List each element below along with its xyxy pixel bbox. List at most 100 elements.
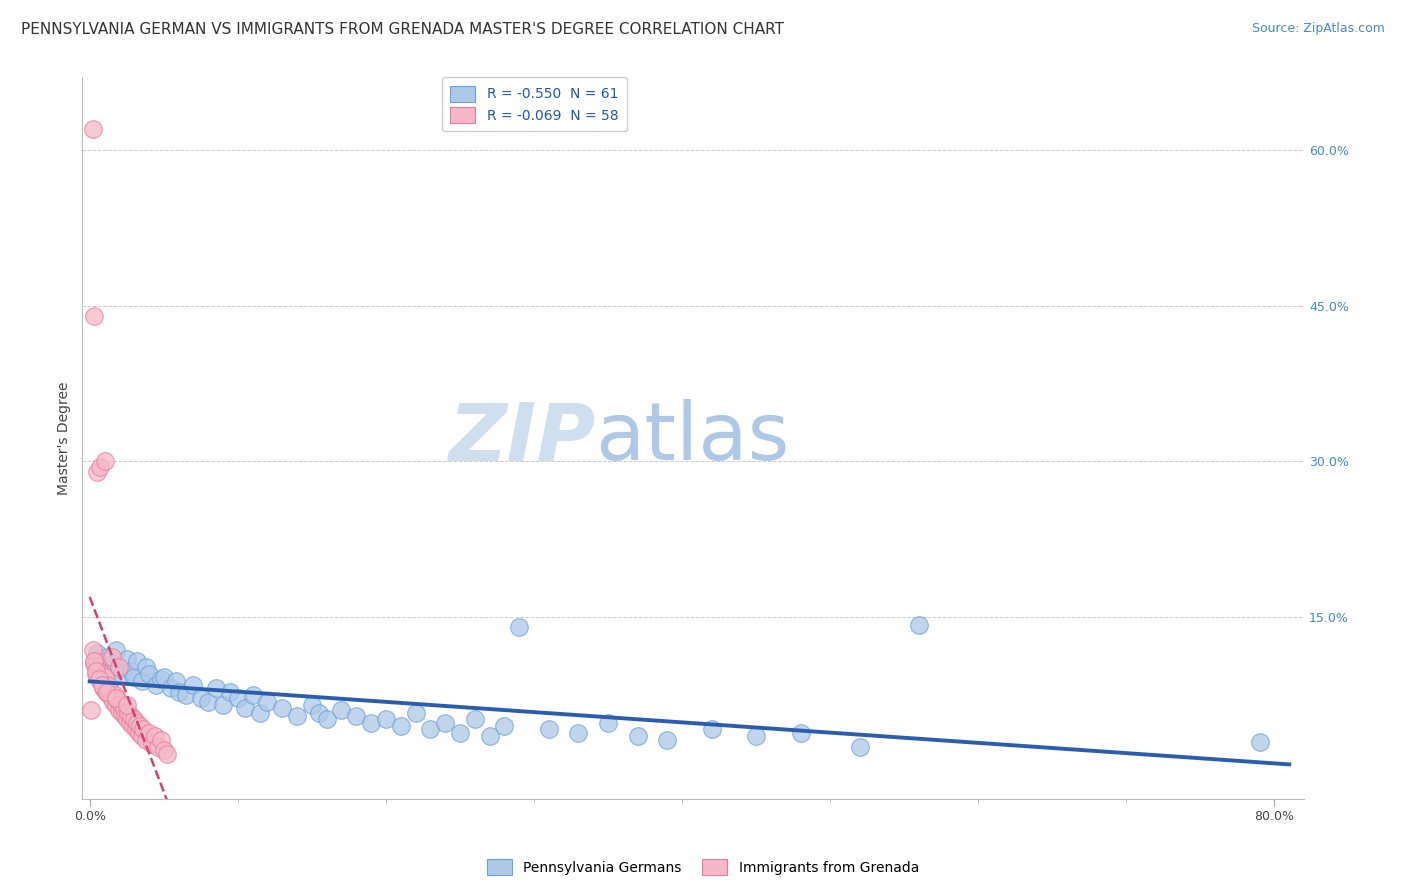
Point <box>132 722 155 736</box>
Text: atlas: atlas <box>596 399 790 477</box>
Text: PENNSYLVANIA GERMAN VS IMMIGRANTS FROM GRENADA MASTER'S DEGREE CORRELATION CHART: PENNSYLVANIA GERMAN VS IMMIGRANTS FROM G… <box>21 22 785 37</box>
Y-axis label: Master's Degree: Master's Degree <box>58 381 72 495</box>
Point <box>101 657 124 671</box>
Point <box>226 691 249 706</box>
Point <box>101 691 124 706</box>
Point <box>908 618 931 632</box>
Point <box>146 739 169 754</box>
Point <box>344 708 367 723</box>
Point <box>117 706 139 720</box>
Point <box>105 691 128 706</box>
Point <box>627 730 650 744</box>
Point <box>233 701 256 715</box>
Point <box>700 722 723 736</box>
Point <box>494 719 516 733</box>
Point <box>165 674 187 689</box>
Point <box>82 122 104 136</box>
Point <box>127 654 149 668</box>
Point <box>83 654 105 668</box>
Point <box>87 664 110 678</box>
Point <box>138 726 160 740</box>
Point <box>111 706 134 720</box>
Point <box>152 670 174 684</box>
Point <box>83 309 105 323</box>
Point <box>86 654 108 668</box>
Text: ZIP: ZIP <box>449 399 596 477</box>
Point <box>1249 734 1271 748</box>
Point <box>242 688 264 702</box>
Point <box>100 682 122 697</box>
Point <box>89 459 111 474</box>
Point <box>115 712 138 726</box>
Point <box>167 685 190 699</box>
Point <box>174 688 197 702</box>
Point <box>108 660 131 674</box>
Point <box>405 706 427 720</box>
Point <box>145 677 167 691</box>
Point <box>249 706 271 720</box>
Point <box>131 674 153 689</box>
Point <box>308 706 330 720</box>
Point <box>96 677 118 691</box>
Point <box>657 732 679 747</box>
Point <box>160 681 183 695</box>
Legend: Pennsylvania Germans, Immigrants from Grenada: Pennsylvania Germans, Immigrants from Gr… <box>481 854 925 880</box>
Point <box>89 674 111 689</box>
Point <box>83 657 105 671</box>
Point <box>90 667 112 681</box>
Point <box>115 651 138 665</box>
Point <box>419 722 441 736</box>
Point <box>256 695 278 709</box>
Point <box>537 722 560 736</box>
Point <box>129 719 152 733</box>
Point <box>301 698 323 713</box>
Point <box>118 715 141 730</box>
Point <box>374 712 396 726</box>
Point <box>105 698 128 713</box>
Point <box>330 703 353 717</box>
Point <box>111 667 134 681</box>
Point <box>149 673 172 687</box>
Legend: R = -0.550  N = 61, R = -0.069  N = 58: R = -0.550 N = 61, R = -0.069 N = 58 <box>441 78 627 131</box>
Point <box>478 730 501 744</box>
Point <box>96 685 118 699</box>
Point <box>131 730 153 744</box>
Point <box>87 673 110 687</box>
Point <box>94 685 117 699</box>
Point <box>110 698 132 713</box>
Point <box>508 620 530 634</box>
Point <box>96 649 118 664</box>
Point <box>108 662 131 676</box>
Point <box>127 715 149 730</box>
Point <box>84 664 107 678</box>
Point <box>156 747 179 761</box>
Point <box>90 677 112 691</box>
Point <box>212 698 235 713</box>
Point <box>86 646 108 660</box>
Point <box>120 664 142 678</box>
Point <box>143 730 166 744</box>
Point <box>360 715 382 730</box>
Point <box>103 695 125 709</box>
Point <box>115 698 138 713</box>
Point <box>107 693 129 707</box>
Point <box>149 732 172 747</box>
Point <box>86 465 108 479</box>
Point <box>183 677 205 691</box>
Text: Source: ZipAtlas.com: Source: ZipAtlas.com <box>1251 22 1385 36</box>
Point <box>152 743 174 757</box>
Point <box>93 454 115 468</box>
Point <box>315 712 337 726</box>
Point <box>285 708 308 723</box>
Point <box>84 667 107 681</box>
Point <box>135 732 157 747</box>
Point <box>190 691 212 706</box>
Point <box>849 739 872 754</box>
Point <box>112 701 135 715</box>
Point <box>122 712 145 726</box>
Point <box>104 688 127 702</box>
Point <box>271 701 294 715</box>
Point <box>91 681 114 695</box>
Point <box>135 660 157 674</box>
Point <box>138 667 160 681</box>
